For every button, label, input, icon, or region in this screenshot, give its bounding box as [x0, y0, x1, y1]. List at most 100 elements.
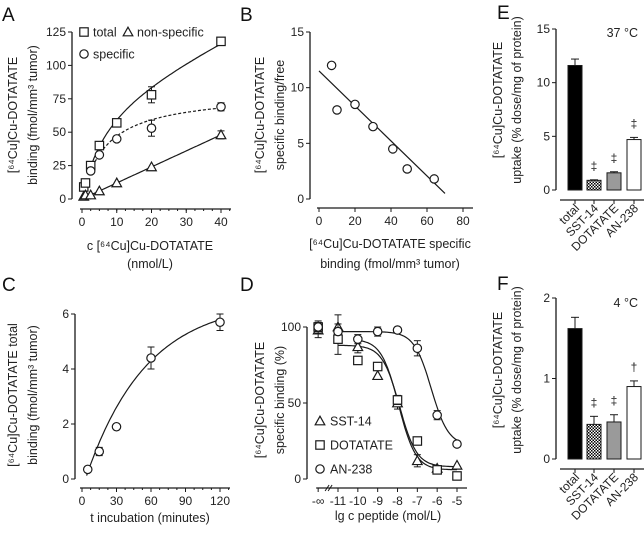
y-tick-label: 0	[59, 192, 66, 206]
x-tick-label: -7	[412, 494, 423, 508]
y-axis-title: specific binding (%)	[273, 346, 287, 454]
x-tick-label: 20	[348, 214, 362, 228]
data-point-specific	[85, 166, 96, 176]
significance-mark: ‡	[611, 151, 618, 165]
bar-an-238	[626, 386, 642, 460]
data-point-specific	[111, 134, 122, 144]
y-tick-label: 15	[537, 22, 551, 36]
data-point-non-specific	[215, 128, 227, 140]
legend-label: specific	[93, 48, 135, 62]
panel-d: D 0 50 100 [⁶⁴Cu]Cu-DOTATATE specific binding…	[240, 275, 467, 523]
y-axis-title: [⁶⁴Cu]Cu-DOTATATE	[491, 312, 505, 429]
data-point-an-238	[452, 439, 462, 449]
x-tick-label: -5	[452, 494, 463, 508]
y-axis-title: binding (fmol/mm³ tumor)	[26, 325, 40, 465]
y-tick-label: 10	[291, 81, 305, 95]
data-point-total	[146, 89, 157, 100]
data-point-value	[111, 421, 122, 432]
fit-curve-total	[88, 43, 222, 173]
x-axis-title: lg c peptide (mol/L)	[335, 509, 441, 523]
data-point-value	[429, 174, 439, 184]
temperature-label: 37 °C	[607, 26, 638, 40]
x-axis-title: (nmol/L)	[127, 257, 173, 271]
data-point-an-238	[412, 343, 423, 354]
y-tick-label: 5	[297, 136, 304, 150]
data-point-specific	[216, 102, 226, 112]
fit-curve-specific	[90, 107, 222, 172]
panel-letter: A	[2, 5, 15, 26]
data-point-value	[82, 464, 93, 475]
y-tick-label: 100	[281, 320, 301, 334]
data-point-value	[387, 144, 398, 154]
data-point-value	[326, 60, 337, 71]
data-point-an-238	[392, 325, 403, 335]
y-tick-label: 0	[297, 192, 304, 206]
x-tick-label: 0	[79, 494, 86, 508]
data-point-an-238	[313, 322, 323, 332]
bar-sst-14	[586, 423, 602, 460]
x-axis-title: c [⁶⁴Cu]Cu-DOTATATE	[87, 239, 213, 253]
data-point-dotatate	[432, 465, 442, 475]
x-tick-label: 90	[179, 494, 193, 508]
y-axis-title: [⁶⁴Cu]Cu-DOTATATE	[253, 57, 267, 174]
panel-f: F 0 1 2 [⁶⁴Cu]Cu-DOTATATE uptake (% dose/mg o…	[491, 274, 644, 523]
x-tick-label: 0	[79, 215, 86, 229]
x-tick-label: -8	[392, 494, 403, 508]
bar-an-238	[626, 139, 642, 191]
y-tick-label: 50	[288, 396, 302, 410]
data-point-value	[332, 105, 342, 115]
x-tick-label: 120	[210, 494, 230, 508]
panel-letter: B	[240, 5, 253, 26]
y-tick-label: 2	[543, 291, 550, 305]
bar-total	[567, 64, 583, 191]
data-point-value	[350, 99, 360, 110]
fit-curve	[86, 319, 221, 476]
temperature-label: 4 °C	[614, 296, 638, 310]
panel-e: E 0 5 10 15 [⁶⁴Cu]Cu-DOTATATE uptake (% dose/m…	[491, 3, 644, 254]
significance-mark: †	[631, 360, 638, 374]
y-tick-label: 10	[537, 76, 551, 90]
data-point-value	[368, 121, 378, 132]
data-point-dotatate	[412, 436, 423, 446]
legend-marker	[79, 27, 89, 37]
y-tick-label: 0	[543, 452, 550, 466]
y-tick-label: 0	[294, 472, 301, 486]
data-point-total	[216, 36, 226, 47]
y-tick-label: 5	[543, 129, 550, 143]
bar-sst-14	[586, 179, 602, 191]
y-axis-title: uptake (% dose/mg of protein)	[510, 286, 524, 453]
data-point-value	[146, 353, 156, 363]
legend-label: SST-14	[330, 415, 372, 429]
data-point-value	[94, 446, 105, 457]
data-point-non-specific	[110, 176, 123, 188]
x-tick-label: 60	[144, 494, 158, 508]
y-tick-label: 50	[53, 125, 67, 139]
legend-label: non-specific	[137, 26, 204, 40]
legend-label: total	[93, 26, 117, 40]
x-tick-label: 40	[214, 215, 228, 229]
data-point-value	[402, 164, 412, 174]
significance-mark: ‡	[591, 395, 598, 409]
y-axis-title: [⁶⁴Cu]Cu-DOTATATE	[6, 57, 20, 174]
legend-marker	[315, 464, 325, 474]
x-axis-title: binding (fmol/mm³ tumor)	[320, 257, 460, 271]
data-point-total	[111, 118, 122, 128]
y-tick-label: 0	[543, 183, 550, 197]
bar-dotatate	[606, 421, 622, 460]
data-point-specific	[94, 150, 105, 160]
legend-label: AN-238	[330, 463, 372, 477]
axis-break	[324, 484, 330, 492]
data-point-dotatate	[372, 361, 383, 372]
y-axis-title: [⁶⁴Cu]Cu-DOTATATE total	[6, 323, 20, 467]
data-point-non-specific	[84, 188, 97, 200]
legend-marker	[122, 25, 134, 37]
data-point-total	[94, 140, 105, 151]
y-tick-label: 6	[62, 307, 69, 321]
x-tick-label: 20	[145, 215, 159, 229]
panel-letter: F	[497, 274, 509, 295]
y-tick-label: 15	[291, 25, 305, 39]
data-point-an-238	[353, 334, 363, 344]
data-point-value	[215, 317, 225, 328]
data-point-non-specific	[93, 184, 106, 196]
